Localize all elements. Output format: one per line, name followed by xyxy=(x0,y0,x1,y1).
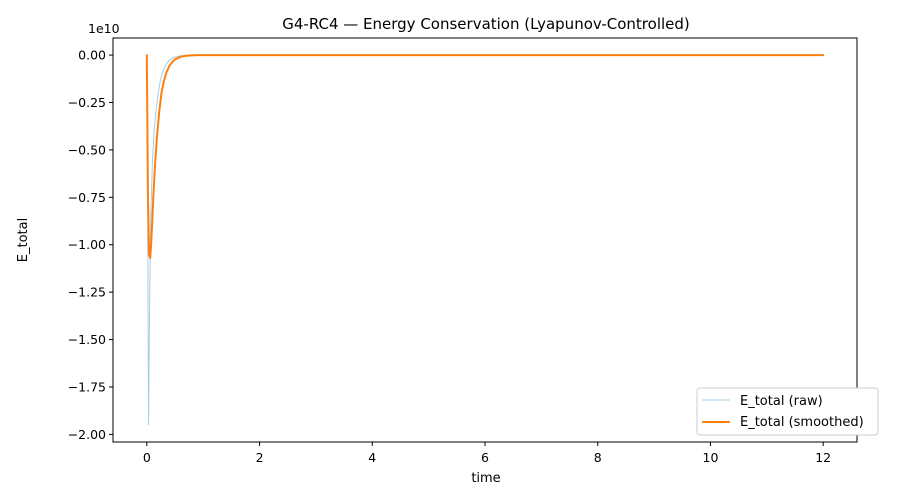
y-axis-label: E_total xyxy=(16,218,31,262)
x-tick-label: 0 xyxy=(143,450,151,465)
x-tick-label: 10 xyxy=(703,450,719,465)
y-axis: 0.00 −0.25 −0.50 −0.75 −1.00 −1.25 −1.50 −1.75 −… xyxy=(68,48,113,442)
x-tick-label: 4 xyxy=(368,450,376,465)
y-tick-label: −0.50 xyxy=(68,142,106,157)
legend-label-smoothed: E_total (smoothed) xyxy=(740,415,864,430)
x-tick-label: 2 xyxy=(256,450,264,465)
y-tick-label: −0.25 xyxy=(68,95,106,110)
plot-frame xyxy=(112,37,858,443)
chart-title: G4-RC4 — Energy Conservation (Lyapunov-C… xyxy=(282,15,690,33)
y-tick-label: −1.25 xyxy=(68,285,106,300)
x-tick-label: 6 xyxy=(481,450,489,465)
series-line-smoothed xyxy=(145,54,825,260)
legend-box xyxy=(696,387,879,436)
y-tick-label: −1.50 xyxy=(68,332,106,347)
x-axis: 0 2 4 6 8 10 12 xyxy=(143,442,831,465)
series-line-raw xyxy=(146,54,824,426)
legend-label-raw: E_total (raw) xyxy=(740,394,823,409)
legend: E_total (raw) E_total (smoothed) xyxy=(696,387,879,436)
plot-lines xyxy=(145,54,825,426)
y-tick-label: 0.00 xyxy=(78,48,106,63)
y-tick-label: −0.75 xyxy=(68,190,106,205)
x-tick-label: 8 xyxy=(594,450,602,465)
y-offset-label: 1e10 xyxy=(88,21,120,36)
x-axis-label: time xyxy=(471,471,500,486)
x-tick-label: 12 xyxy=(815,450,831,465)
y-tick-label: −2.00 xyxy=(68,427,106,442)
y-tick-label: −1.00 xyxy=(68,237,106,252)
y-tick-label: −1.75 xyxy=(68,379,106,394)
